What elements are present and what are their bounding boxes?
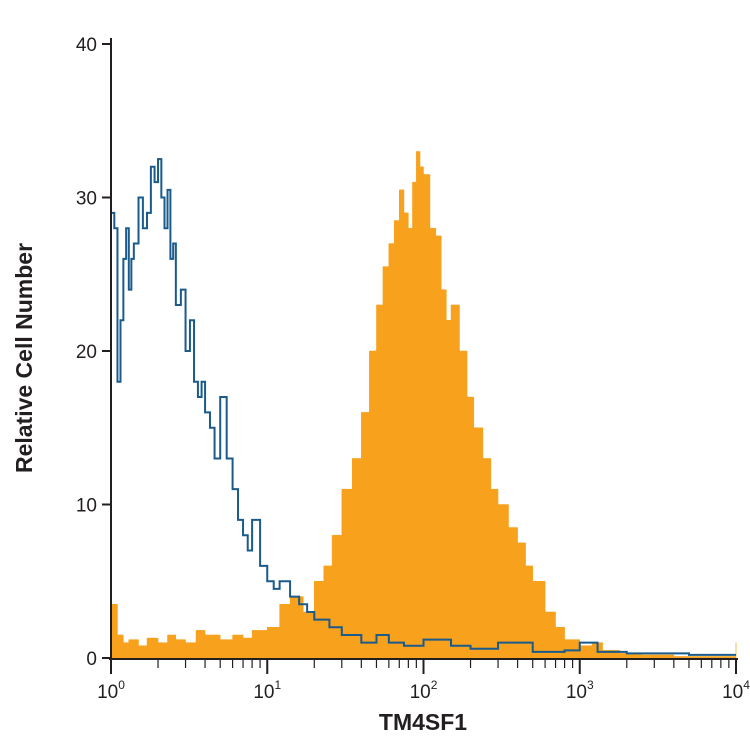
series-layer — [110, 151, 737, 659]
axes-layer — [102, 38, 738, 674]
y-tick-label-10: 10 — [76, 496, 97, 517]
x-tick-label-2: 102 — [410, 678, 438, 703]
y-tick-label-20: 20 — [76, 342, 97, 363]
y-tick-label-30: 30 — [76, 189, 97, 210]
x-tick-label-1: 101 — [253, 678, 281, 703]
x-axis-title: TM4SF1 — [379, 709, 467, 735]
y-tick-label-0: 0 — [86, 649, 97, 670]
x-tick-label-4: 104 — [722, 678, 750, 703]
y-tick-label-40: 40 — [76, 35, 97, 56]
series-outline-histogram — [111, 158, 736, 656]
y-axis-title: Relative Cell Number — [11, 243, 37, 473]
series-filled-histogram — [110, 151, 737, 659]
x-tick-label-3: 103 — [566, 678, 594, 703]
x-tick-label-0: 100 — [97, 678, 125, 703]
labels-layer: 0 10 20 30 40 100 101 102 103 104 — [76, 35, 750, 703]
